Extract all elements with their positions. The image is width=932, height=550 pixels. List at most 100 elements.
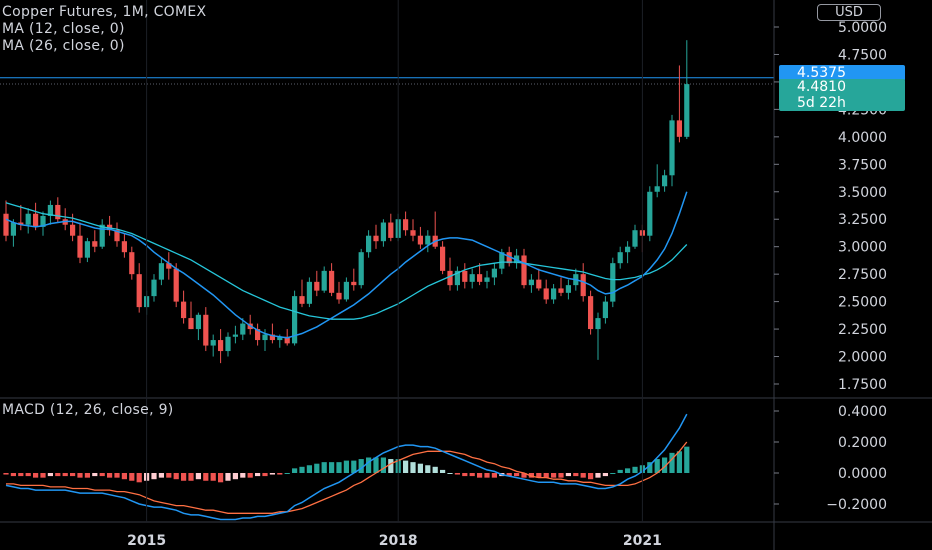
macd-histogram-bar (454, 473, 460, 475)
candle (632, 224, 638, 249)
macd-histogram-bar (588, 473, 594, 480)
candle-body (306, 281, 312, 304)
candle-body (269, 334, 275, 341)
candle-body (55, 204, 61, 220)
macd-histogram-bar (284, 473, 290, 474)
candle (447, 257, 453, 291)
candle-body (454, 270, 460, 286)
candle-body (491, 268, 497, 278)
macd-histogram-bar (366, 457, 372, 473)
macd-histogram-bar (573, 473, 579, 477)
candle (343, 277, 349, 302)
macd-histogram-bar (107, 473, 113, 478)
candle (595, 312, 601, 360)
x-tick-label: 2018 (379, 533, 418, 549)
macd-histogram-bar (388, 459, 394, 473)
macd-pane[interactable] (3, 413, 690, 521)
macd-histogram-bar (195, 473, 201, 480)
candle (84, 237, 90, 263)
macd-histogram-bar (654, 459, 660, 473)
macd-histogram-bar (151, 473, 157, 480)
candle (654, 164, 660, 198)
candle-body (321, 270, 327, 291)
candle (380, 219, 386, 247)
candle (114, 222, 120, 247)
price-tag-high: 4.5375 (779, 65, 905, 81)
macd-histogram-bar (595, 473, 601, 478)
candle-body (580, 274, 586, 297)
candle (225, 332, 231, 357)
macd-histogram-bar (432, 466, 438, 473)
candle (669, 114, 675, 187)
candle (417, 226, 423, 249)
candle (403, 211, 409, 236)
candle (477, 263, 483, 286)
candle-body (602, 301, 608, 319)
candle-body (277, 336, 283, 341)
candle (491, 263, 497, 286)
candle (92, 230, 98, 253)
candle-body (469, 274, 475, 282)
candle (299, 279, 305, 308)
candle-body (558, 288, 564, 293)
candle (521, 248, 527, 289)
candle (373, 224, 379, 249)
candle-body (195, 314, 201, 330)
y-tick-label: 3.0000 (838, 240, 887, 256)
candle-body (262, 334, 268, 341)
macd-histogram-bar (70, 473, 76, 477)
candle-body (77, 235, 83, 258)
candle-body (551, 288, 557, 300)
macd-histogram-bar (462, 473, 468, 477)
macd-histogram-bar (40, 473, 46, 478)
candle-body (676, 120, 682, 137)
macd-histogram-bar (528, 473, 534, 478)
candle (440, 241, 446, 275)
macd-histogram-bar (580, 473, 586, 478)
candle-body (343, 281, 349, 300)
macd-histogram-bar (647, 462, 653, 473)
candle-body (403, 219, 409, 231)
candle-body (477, 274, 483, 282)
candle (565, 279, 571, 300)
candle (181, 290, 187, 324)
candle-body (284, 336, 290, 344)
candle-body (380, 222, 386, 242)
legend-ma26[interactable]: MA (26, close, 0) (2, 38, 125, 54)
macd-histogram-bar (92, 473, 98, 477)
macd-histogram-bar (62, 473, 68, 477)
candle-body (595, 318, 601, 330)
macd-histogram-bar (321, 462, 327, 473)
candle (40, 211, 46, 236)
candle (173, 263, 179, 308)
chart-title: Copper Futures, 1M, COMEX (2, 4, 207, 20)
candle-body (25, 213, 31, 225)
candle (469, 268, 475, 289)
candle (47, 200, 53, 225)
currency-badge[interactable]: USD (817, 4, 881, 21)
legend-ma12[interactable]: MA (12, close, 0) (2, 21, 125, 37)
candle-body (166, 263, 172, 269)
candle-body (70, 224, 76, 236)
candle-body (462, 270, 468, 282)
candle (358, 248, 364, 289)
price-pane[interactable] (0, 40, 774, 364)
legend-macd[interactable]: MACD (12, 26, close, 9) (2, 402, 174, 418)
candle-body (136, 274, 142, 308)
macd-histogram-bar (662, 457, 668, 473)
candle-body (33, 213, 39, 227)
candle-body (366, 235, 372, 253)
candle-body (351, 281, 357, 286)
macd-histogram-bar (3, 473, 9, 475)
macd-histogram-bar (684, 446, 690, 473)
macd-histogram-bar (240, 473, 246, 478)
macd-histogram-bar (84, 473, 90, 478)
candle (166, 252, 172, 280)
candle (121, 233, 127, 258)
candle-body (536, 279, 542, 289)
candle-body (684, 84, 690, 137)
candle-body (292, 296, 298, 344)
candle (388, 213, 394, 242)
macd-histogram-bar (10, 473, 16, 477)
